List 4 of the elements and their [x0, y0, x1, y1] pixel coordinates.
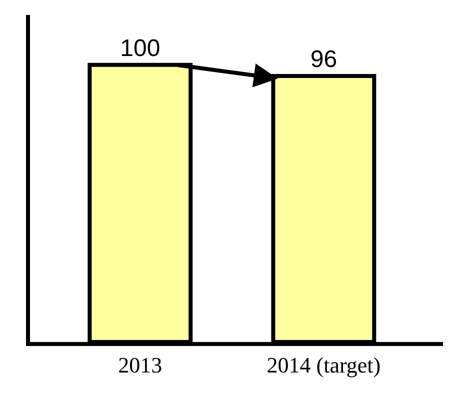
data-label: 96: [310, 46, 338, 73]
data-label: 100: [120, 34, 160, 62]
x-tick-label: 2013: [118, 352, 162, 378]
x-tick-label: 2014 (target): [266, 352, 381, 378]
